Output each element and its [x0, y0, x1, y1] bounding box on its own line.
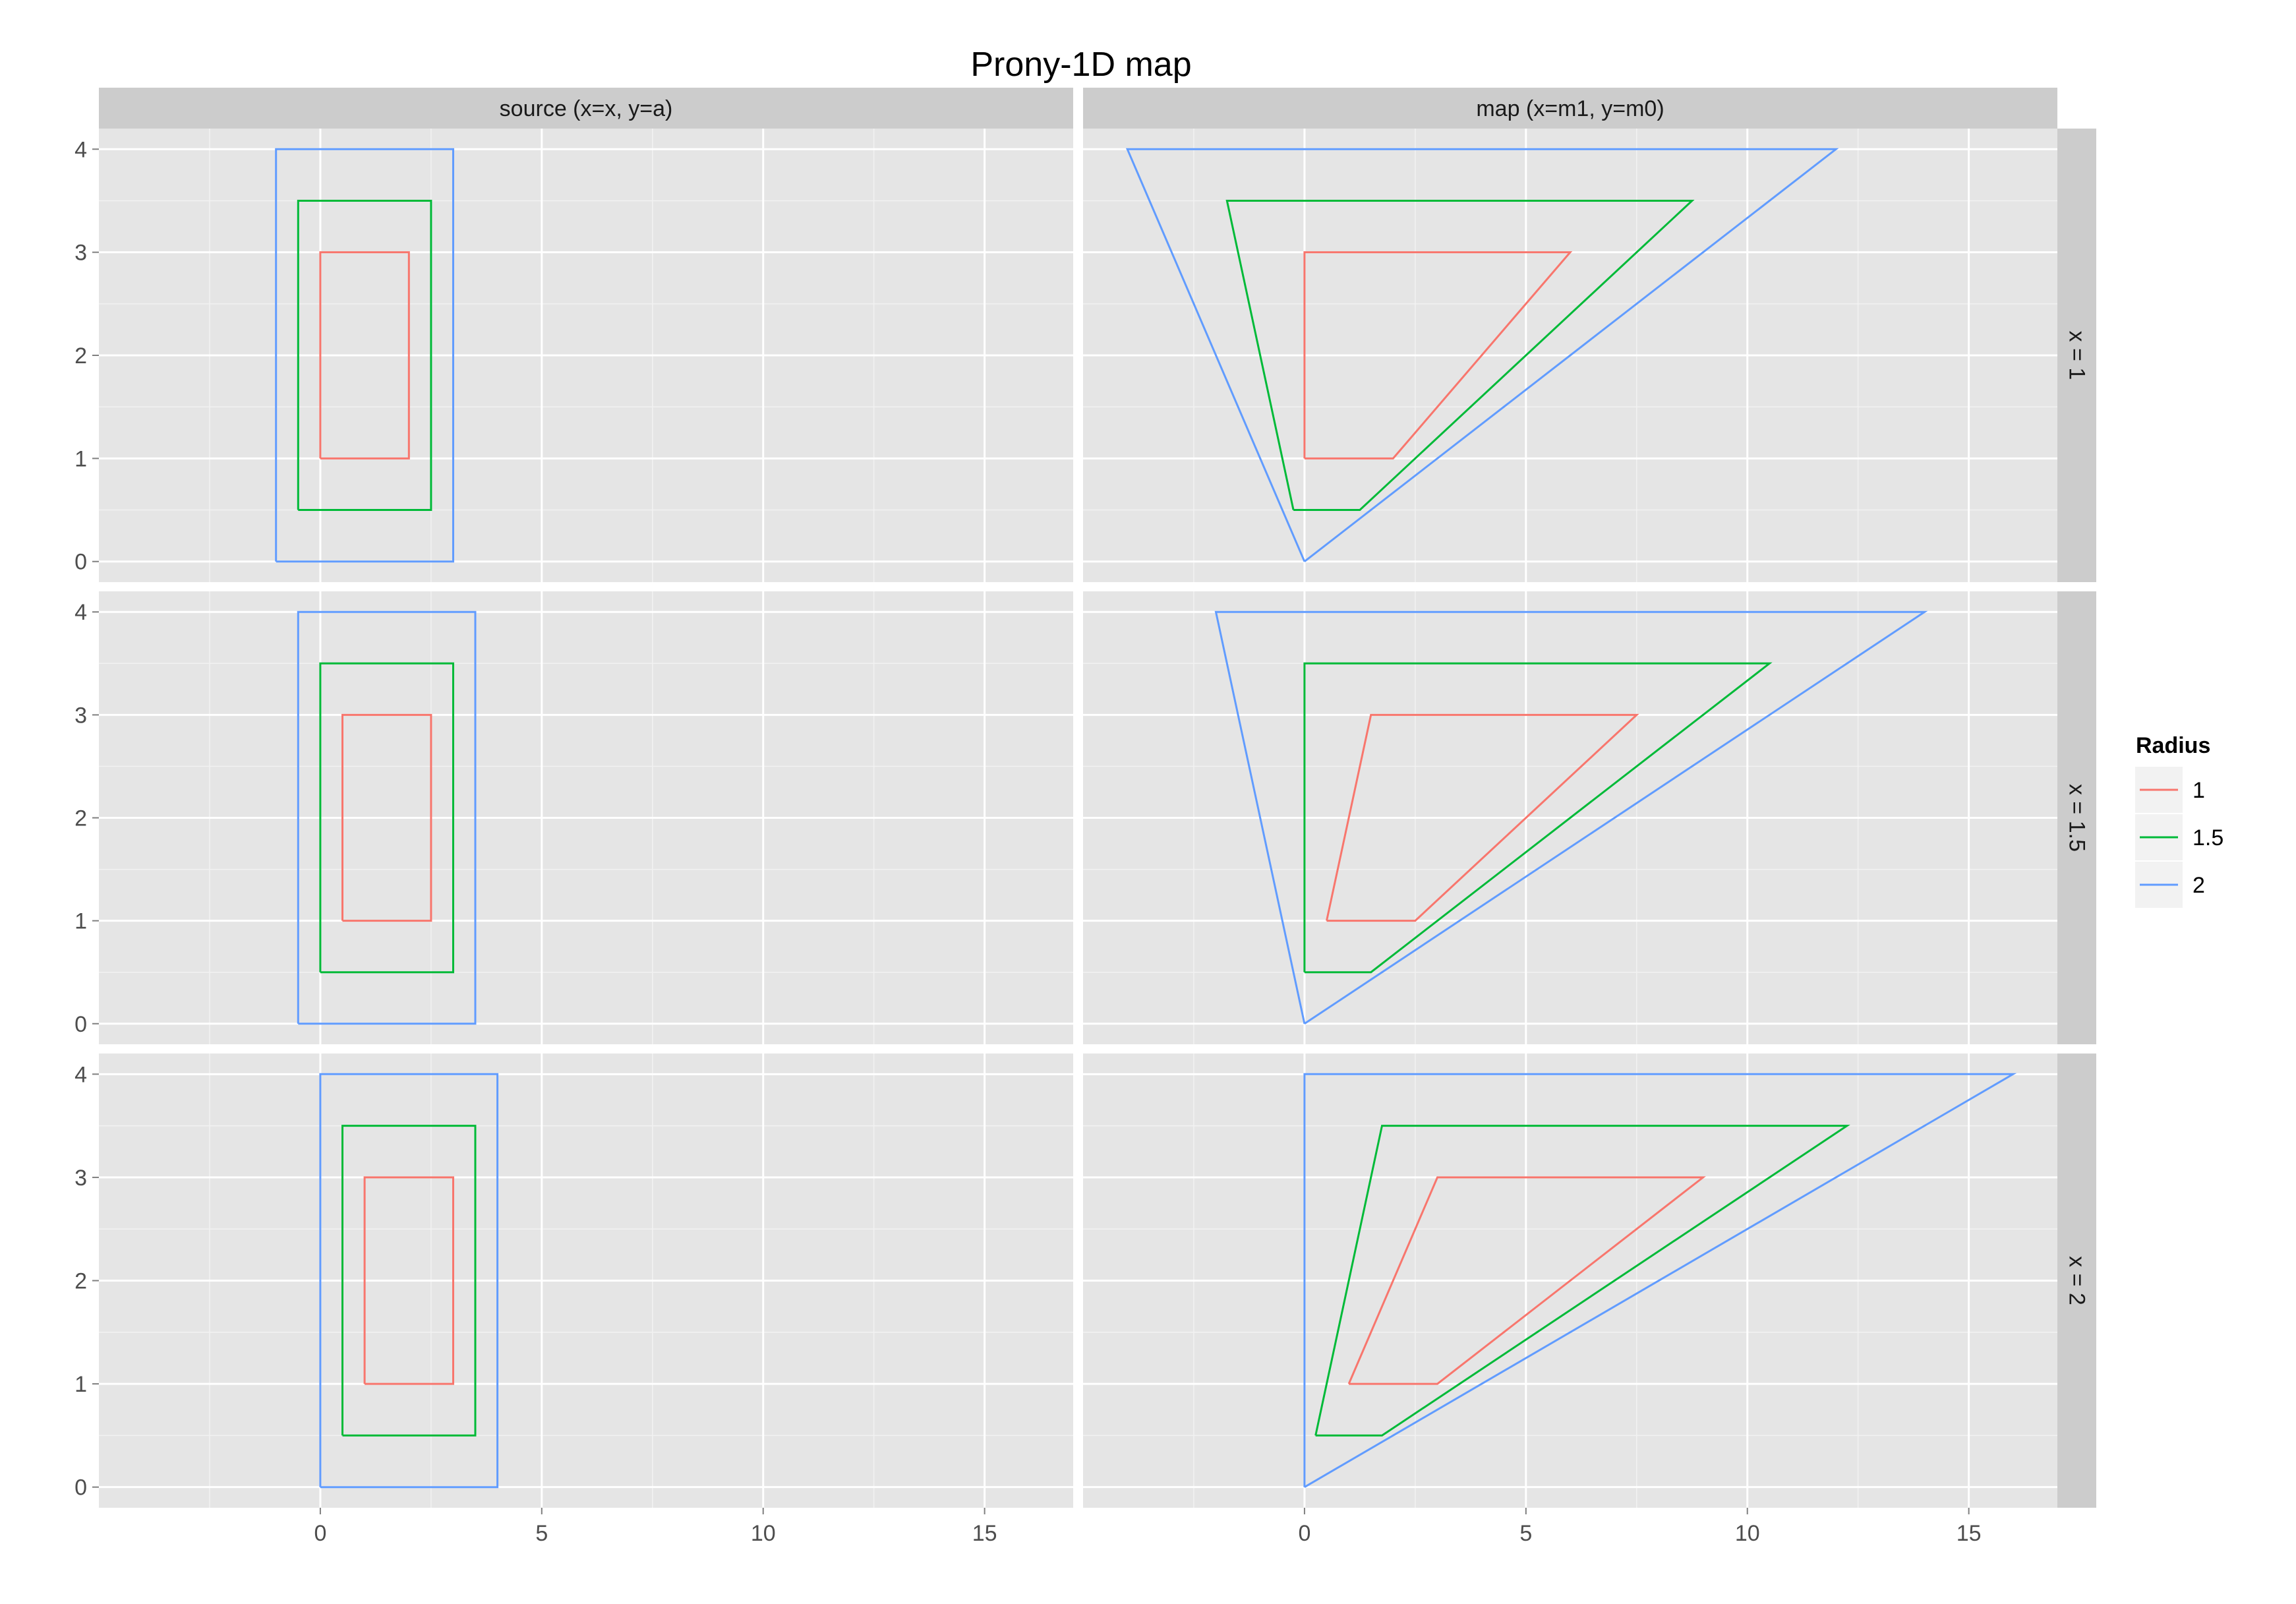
y-tick-label: 4	[74, 600, 87, 625]
panel-3-2: 0 5 10 15	[1083, 1054, 2057, 1546]
y-tick-label: 4	[74, 1062, 87, 1087]
y-tick-label: 2	[74, 1269, 87, 1294]
y-tick-label: 1	[74, 1372, 87, 1397]
y-tick-label: 2	[74, 806, 87, 831]
legend-item-1: 1	[2134, 765, 2205, 814]
x-tick-label: 0	[314, 1521, 326, 1546]
series-line-radius-2	[1214, 610, 1928, 1025]
x-tick-label: 15	[972, 1521, 997, 1546]
panel-1-1: 0 1 2 3 4	[74, 129, 1073, 582]
y-tick-label: 0	[74, 1475, 87, 1500]
series-line-radius-1	[363, 1176, 454, 1385]
y-tick-label: 1	[74, 909, 87, 934]
legend-item-2: 2	[2134, 860, 2205, 909]
panel-2-1: 0 1 2 3 4	[74, 591, 1073, 1044]
legend: Radius 1 1.5 2	[2134, 733, 2223, 909]
column-strip	[1083, 88, 2057, 129]
series-line-radius-2	[297, 610, 477, 1025]
legend-label: 2	[2193, 873, 2205, 898]
series-line-radius-1-5	[297, 200, 432, 511]
row-strip-label: x = 1.5	[2065, 784, 2090, 852]
series-line-radius-1-5	[1225, 200, 1695, 511]
y-tick-label: 2	[74, 343, 87, 369]
y-tick-label: 0	[74, 550, 87, 575]
y-tick-label: 3	[74, 241, 87, 266]
row-strip	[2057, 1054, 2096, 1508]
legend-label: 1.5	[2193, 825, 2223, 850]
column-strip-label: map (x=m1, y=m0)	[1476, 96, 1664, 121]
series-line-radius-1	[1347, 1176, 1706, 1385]
x-tick-label: 0	[1298, 1521, 1310, 1546]
legend-item-1-5: 1.5	[2134, 813, 2223, 862]
series-line-radius-1-5	[1303, 662, 1773, 974]
series-line-radius-1	[1303, 251, 1573, 460]
series-line-radius-1-5	[319, 662, 454, 974]
x-tick-label: 15	[1957, 1521, 1982, 1546]
x-tick-label: 5	[1519, 1521, 1532, 1546]
chart-title: Prony-1D map	[970, 45, 1191, 84]
panel-3-1: 0 1 2 3 4 0 5 10 15	[74, 1054, 1073, 1546]
series-line-radius-1	[341, 713, 432, 922]
column-strip-label: source (x=x, y=a)	[500, 96, 673, 121]
row-strip	[2057, 129, 2096, 582]
series-line-radius-1-5	[1314, 1125, 1850, 1437]
y-tick-label: 3	[74, 703, 87, 728]
x-tick-label: 5	[535, 1521, 548, 1546]
series-line-radius-1-5	[341, 1125, 477, 1437]
series-line-radius-2	[1303, 1073, 2017, 1488]
series-line-radius-2	[275, 148, 454, 563]
column-strip	[99, 88, 1073, 129]
panels-layer: 0 1 2 3 4 0 1 2 3 4 0 1 2 3 4 0 5 10 15 0 5 10 15 source (x=x, …	[74, 88, 2096, 1546]
y-tick-label: 0	[74, 1012, 87, 1037]
series-line-radius-2	[1125, 148, 1839, 562]
row-strip-label: x = 2	[2065, 1256, 2090, 1305]
y-tick-label: 3	[74, 1166, 87, 1191]
legend-title: Radius	[2136, 733, 2210, 758]
row-strip	[2057, 591, 2096, 1044]
legend-label: 1	[2193, 778, 2205, 803]
series-line-radius-2	[319, 1073, 499, 1489]
x-tick-label: 10	[751, 1521, 776, 1546]
y-tick-label: 4	[74, 137, 87, 162]
y-tick-label: 1	[74, 446, 87, 471]
series-line-radius-1	[319, 251, 410, 460]
series-line-radius-1	[1326, 713, 1639, 922]
x-tick-label: 10	[1735, 1521, 1760, 1546]
row-strip-label: x = 1	[2065, 331, 2090, 380]
